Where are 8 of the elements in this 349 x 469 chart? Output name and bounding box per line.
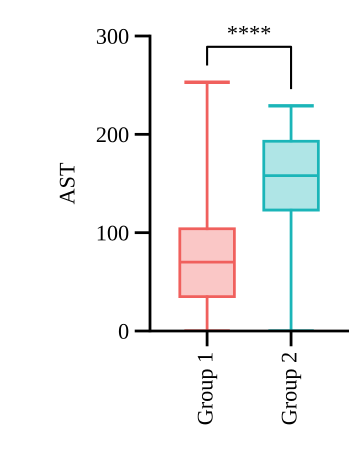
y-tick-label: 0: [118, 324, 128, 339]
y-tick-label: 200: [96, 127, 128, 142]
text: ****: [228, 26, 270, 34]
y-tick-label: 300: [96, 28, 128, 44]
x-tick-label: Group 1: [198, 353, 218, 424]
y-axis-title: AST: [60, 162, 75, 204]
x-tick-label: Group 2: [282, 353, 302, 424]
y-tick-label: 100: [98, 226, 128, 241]
